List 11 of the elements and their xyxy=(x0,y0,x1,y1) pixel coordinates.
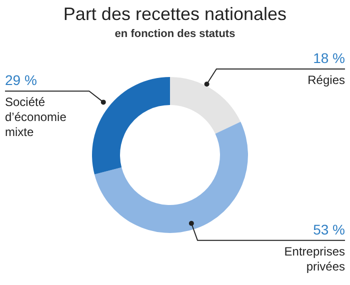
chart-subtitle: en fonction des statuts xyxy=(114,28,236,40)
donut-slice xyxy=(94,122,248,233)
data-label: 53 % xyxy=(313,221,345,238)
donut-slice xyxy=(92,77,170,174)
donut-slice xyxy=(170,77,241,134)
chart-title: Part des recettes nationales xyxy=(62,4,288,25)
data-label: 18 % xyxy=(313,50,345,66)
slice-label: Régies xyxy=(308,72,345,87)
slice-label: Entreprises privées xyxy=(284,244,345,274)
data-label: 29 % xyxy=(5,72,37,88)
slice-label: Société d’économie mixte xyxy=(5,95,67,140)
